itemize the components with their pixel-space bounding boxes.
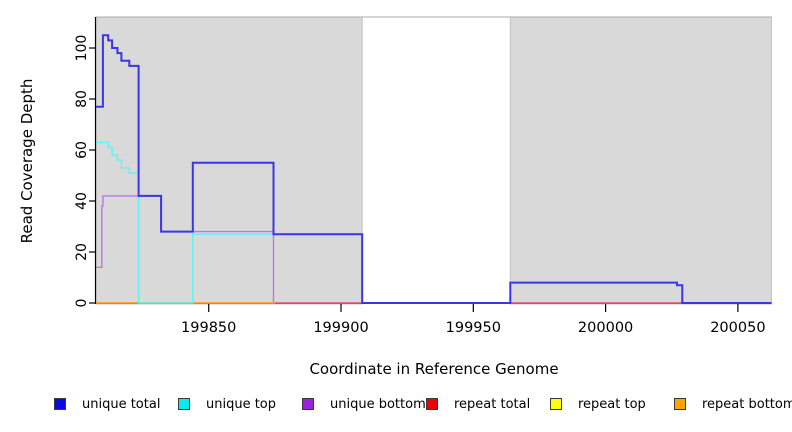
legend-item-unique-bottom: unique bottom: [302, 394, 426, 414]
covered-region-1: [95, 16, 363, 305]
y-tick-label: 60: [74, 141, 90, 159]
y-tick-label: 40: [74, 192, 90, 210]
legend-label: unique total: [82, 396, 161, 412]
covered-region-2: [509, 16, 772, 305]
legend-item-repeat-bottom: repeat bottom: [674, 394, 792, 414]
chart-line-unique-total: [96, 34, 772, 304]
legend-swatch-icon: [178, 398, 190, 410]
legend-label: unique bottom: [330, 396, 426, 412]
legend-swatch-icon: [426, 398, 438, 410]
x-tick-label: 199900: [313, 320, 368, 336]
legend-swatch-icon: [54, 398, 66, 410]
legend: unique total unique top unique bottom repea…: [0, 394, 792, 420]
legend-item-repeat-top: repeat top: [550, 394, 646, 414]
legend-label: repeat total: [454, 396, 531, 412]
coverage-chart: 0 20 40 60 80 100 199850 199900 199950 200000 2000…: [74, 16, 772, 336]
x-tick-label: 200050: [710, 320, 765, 336]
y-tick-label: 100: [74, 35, 90, 62]
y-tick-label: 80: [74, 90, 90, 108]
y-axis-title: Read Coverage Depth: [18, 78, 36, 244]
chart-line-unique-bottom: [96, 195, 772, 304]
legend-item-unique-top: unique top: [178, 394, 276, 414]
x-tick-label: 199850: [181, 320, 236, 336]
y-tick-label: 0: [74, 299, 90, 308]
legend-label: unique top: [206, 396, 277, 412]
legend-label: repeat bottom: [702, 396, 792, 412]
legend-label: repeat top: [578, 396, 646, 412]
x-tick-label: 200000: [578, 320, 633, 336]
x-tick-label: 199950: [446, 320, 501, 336]
legend-swatch-icon: [674, 398, 686, 410]
legend-item-unique-total: unique total: [54, 394, 160, 414]
legend-swatch-icon: [302, 398, 314, 410]
x-axis-title: Coordinate in Reference Genome: [309, 360, 559, 378]
y-tick-label: 20: [74, 243, 90, 261]
legend-item-repeat-total: repeat total: [426, 394, 530, 414]
legend-swatch-icon: [550, 398, 562, 410]
